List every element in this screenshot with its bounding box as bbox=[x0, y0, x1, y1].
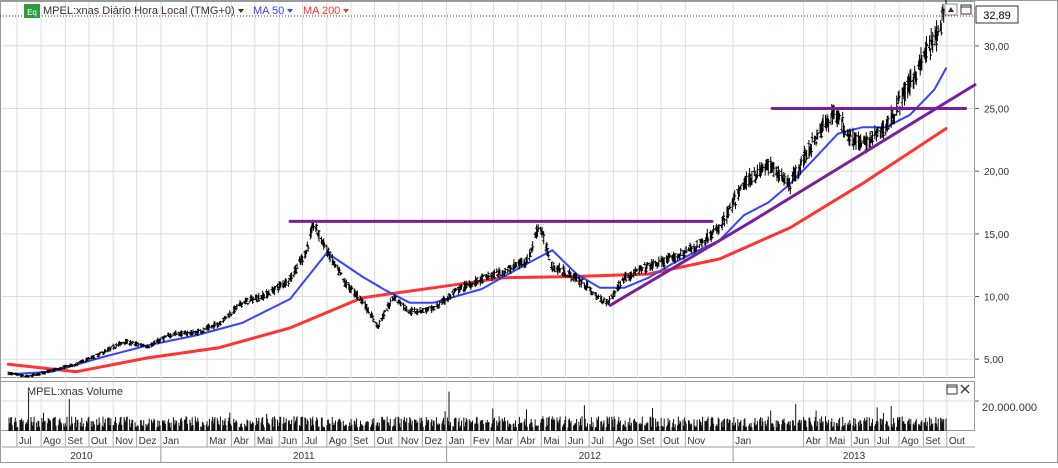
symbol-label[interactable]: MPEL:xnas Diário Hora Local (TMG+0) bbox=[43, 5, 235, 17]
month-label: Jul bbox=[877, 436, 890, 447]
month-label: Set bbox=[67, 436, 82, 447]
month-label: Fev bbox=[473, 436, 490, 447]
month-label: Ago bbox=[43, 436, 61, 447]
month-label: Abr bbox=[520, 436, 536, 447]
equity-badge-label: Eq bbox=[27, 8, 37, 17]
month-label: Out bbox=[949, 436, 965, 447]
price-tick-label: 25,00 bbox=[984, 105, 1009, 116]
ma50-legend-label[interactable]: MA 50 bbox=[253, 5, 284, 17]
month-label: Jan bbox=[449, 436, 465, 447]
month-label: Jun bbox=[281, 436, 297, 447]
month-label: Abr bbox=[806, 436, 822, 447]
year-label: 2010 bbox=[70, 451, 93, 462]
month-label: Ago bbox=[901, 436, 919, 447]
scroll-up-icon[interactable] bbox=[945, 4, 957, 15]
month-label: Set bbox=[353, 436, 368, 447]
month-label: Jul bbox=[19, 436, 32, 447]
year-label: 2012 bbox=[579, 451, 602, 462]
year-label: 2013 bbox=[843, 451, 866, 462]
volume-maximize-icon[interactable] bbox=[947, 385, 957, 394]
price-tick-label: 5,00 bbox=[984, 355, 1004, 366]
month-label: Nov bbox=[115, 436, 133, 447]
last-price-label: 32,89 bbox=[983, 10, 1011, 22]
maximize-icon[interactable] bbox=[961, 5, 971, 14]
month-label: Out bbox=[663, 436, 679, 447]
price-tick-label: 20,00 bbox=[984, 167, 1009, 178]
month-label: Ago bbox=[329, 436, 347, 447]
month-label: Ago bbox=[615, 436, 633, 447]
price-bar bbox=[64, 366, 67, 367]
month-label: Mai bbox=[829, 436, 845, 447]
price-tick-label: 30,00 bbox=[984, 42, 1009, 53]
month-label: Mar bbox=[496, 436, 514, 447]
month-label: Out bbox=[377, 436, 393, 447]
ma200-legend-label[interactable]: MA 200 bbox=[303, 5, 340, 17]
month-label: Mai bbox=[257, 436, 273, 447]
month-label: Out bbox=[91, 436, 107, 447]
month-label: Jan bbox=[163, 436, 179, 447]
volume-label: MPEL:xnas Volume bbox=[27, 386, 123, 398]
month-label: Nov bbox=[401, 436, 419, 447]
volume-axis-tick: 20.000.000 bbox=[982, 402, 1037, 414]
month-label: Set bbox=[925, 436, 940, 447]
month-label: Jan bbox=[735, 436, 751, 447]
month-label: Dez bbox=[139, 436, 157, 447]
price-tick-label: 15,00 bbox=[984, 230, 1009, 241]
year-label: 2011 bbox=[293, 451, 315, 462]
month-label: Dez bbox=[424, 436, 442, 447]
month-label: Jul bbox=[591, 436, 604, 447]
month-label: Nov bbox=[687, 436, 705, 447]
price-tick-label: 10,00 bbox=[984, 293, 1009, 304]
month-label: Set bbox=[640, 436, 655, 447]
month-label: Abr bbox=[233, 436, 249, 447]
month-label: Jul bbox=[305, 436, 318, 447]
month-label: Mar bbox=[209, 436, 227, 447]
month-label: Jun bbox=[853, 436, 869, 447]
month-label: Jun bbox=[568, 436, 584, 447]
month-label: Mai bbox=[543, 436, 559, 447]
price-panel-frame bbox=[1, 2, 975, 378]
